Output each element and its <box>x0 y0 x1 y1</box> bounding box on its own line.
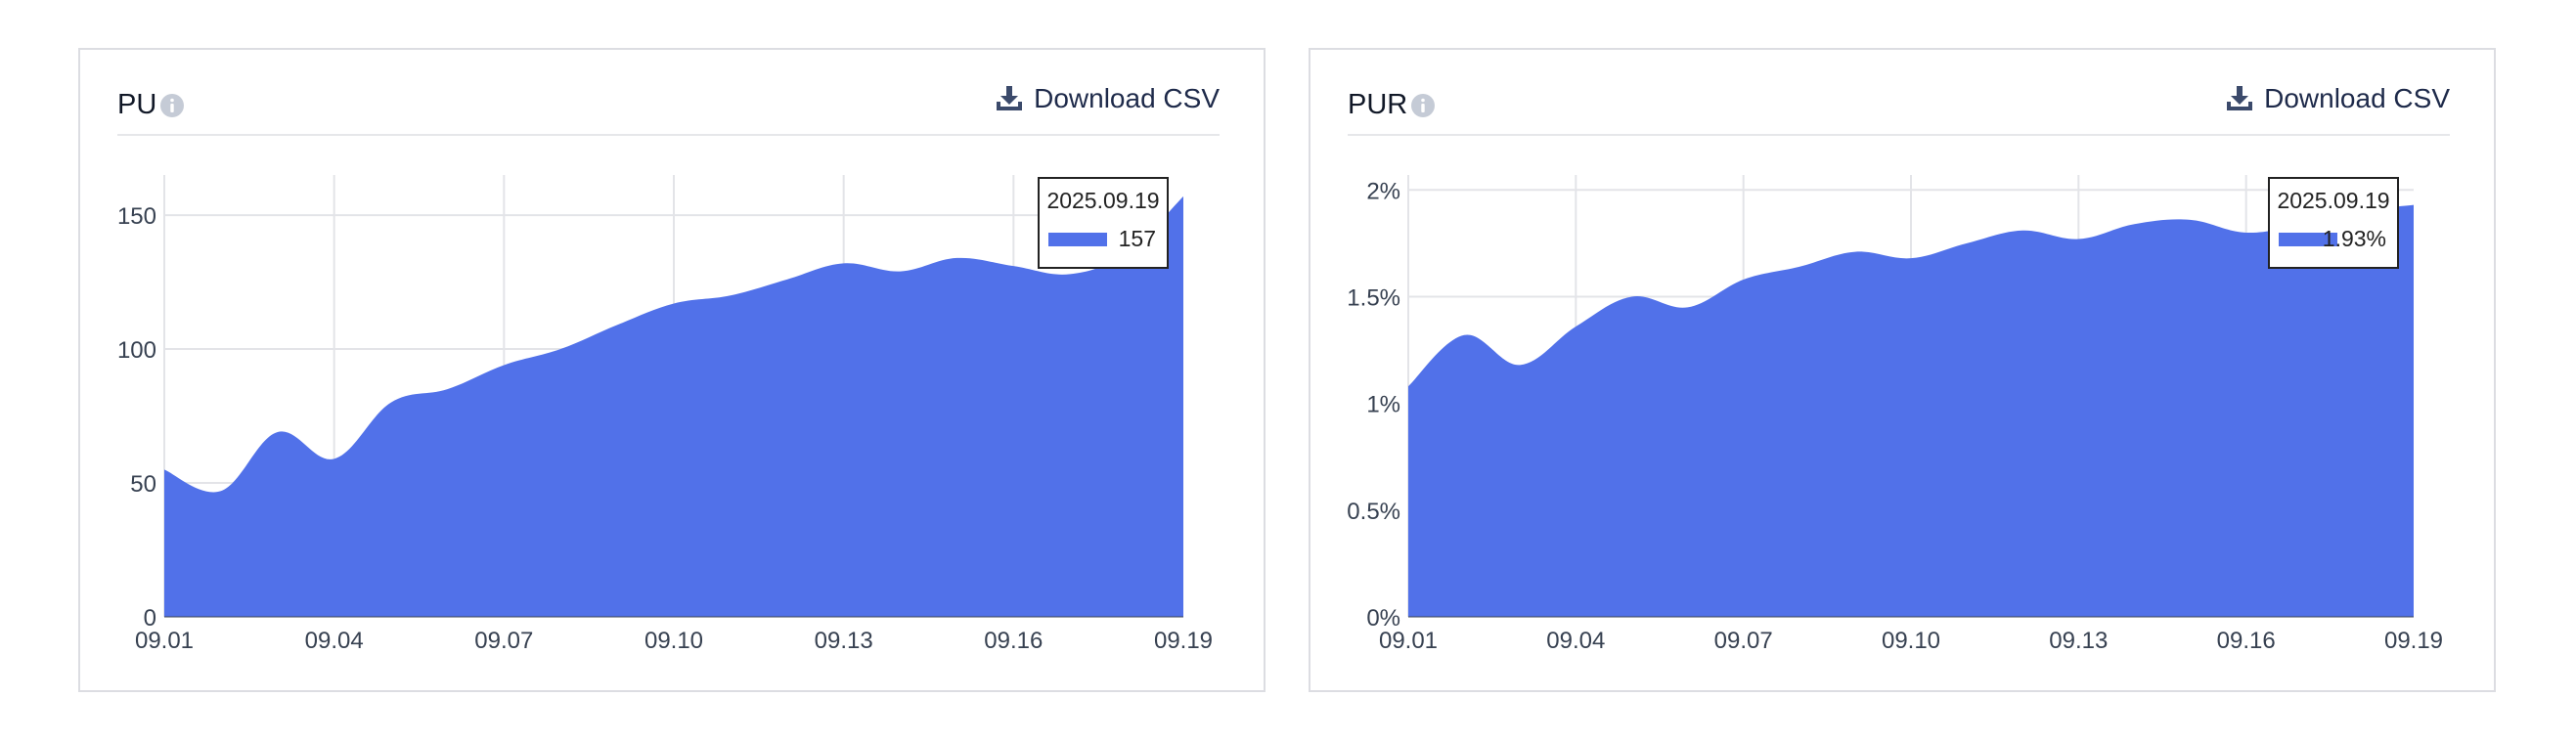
pu-panel: PU Download CSV 0 50 100 150 09.01 09.04 09.07… <box>78 48 1266 692</box>
x-tick-label: 09.07 <box>474 628 533 654</box>
panel-header: PU Download CSV <box>117 77 1220 136</box>
y-tick-label: 50 <box>130 471 156 498</box>
tooltip-legend-swatch <box>1048 233 1107 246</box>
y-tick-label: 150 <box>117 203 156 230</box>
x-tick-label: 09.04 <box>305 628 364 654</box>
x-tick-label: 09.07 <box>1714 628 1773 654</box>
y-tick-label: 2% <box>1366 178 1400 204</box>
tooltip-box <box>1038 177 1169 269</box>
tooltip-date: 2025.09.19 <box>2277 188 2389 213</box>
tooltip: 2025.09.19 157 <box>1038 177 1169 269</box>
x-tick-label: 09.10 <box>1882 628 1940 654</box>
tooltip-legend-swatch <box>2279 233 2337 246</box>
x-tick-label: 09.16 <box>2217 628 2276 654</box>
panel-title: PUR <box>1348 89 1436 121</box>
tooltip-box <box>2268 177 2399 269</box>
y-tick-label: 0.5% <box>1347 499 1400 525</box>
data-points <box>1407 204 2415 387</box>
y-tick-label: 1% <box>1366 392 1400 418</box>
download-csv-button[interactable]: Download CSV <box>2225 83 2450 114</box>
area-series <box>164 196 1183 617</box>
x-tick-label: 09.19 <box>2384 628 2443 654</box>
x-tick-label: 09.01 <box>1379 628 1438 654</box>
x-tick-label: 09.16 <box>984 628 1043 654</box>
y-tick-label: 1.5% <box>1347 284 1400 311</box>
pur-panel: PUR Download CSV 0% 0.5% 1% 1.5% 2% 09.01 09.0… <box>1309 48 2496 692</box>
pu-chart: 0 50 100 150 09.01 09.04 09.07 09.10 09.13 09.16 0… <box>117 175 1213 654</box>
info-icon[interactable] <box>159 93 185 118</box>
download-csv-button[interactable]: Download CSV <box>995 83 1220 114</box>
tooltip-date: 2025.09.19 <box>1046 188 1159 213</box>
x-tick-label: 09.19 <box>1154 628 1213 654</box>
y-tick-label: 0% <box>1366 605 1400 632</box>
panel-header: PUR Download CSV <box>1348 77 2450 136</box>
tooltip-value: 157 <box>1119 226 1156 251</box>
pur-chart: 0% 0.5% 1% 1.5% 2% 09.01 09.04 09.07 09.10 09.13 0… <box>1347 175 2443 654</box>
info-icon[interactable] <box>1410 93 1436 118</box>
y-tick-label: 100 <box>117 337 156 364</box>
data-points <box>163 196 1184 492</box>
download-csv-label: Download CSV <box>1034 83 1220 113</box>
download-icon <box>2227 86 2253 110</box>
x-tick-label: 09.13 <box>815 628 873 654</box>
panel-title-text: PU <box>117 89 157 120</box>
tooltip: 2025.09.19 1.93% <box>2268 177 2399 269</box>
x-tick-label: 09.10 <box>644 628 703 654</box>
panel-title-text: PUR <box>1348 89 1408 120</box>
area-series <box>1408 204 2414 617</box>
x-tick-label: 09.04 <box>1546 628 1605 654</box>
tooltip-value: 1.93% <box>2323 226 2386 251</box>
panel-title: PU <box>117 89 185 121</box>
y-tick-label: 0 <box>144 605 156 632</box>
x-tick-label: 09.01 <box>135 628 194 654</box>
x-tick-label: 09.13 <box>2049 628 2108 654</box>
download-csv-label: Download CSV <box>2264 83 2450 113</box>
download-icon <box>997 86 1023 110</box>
